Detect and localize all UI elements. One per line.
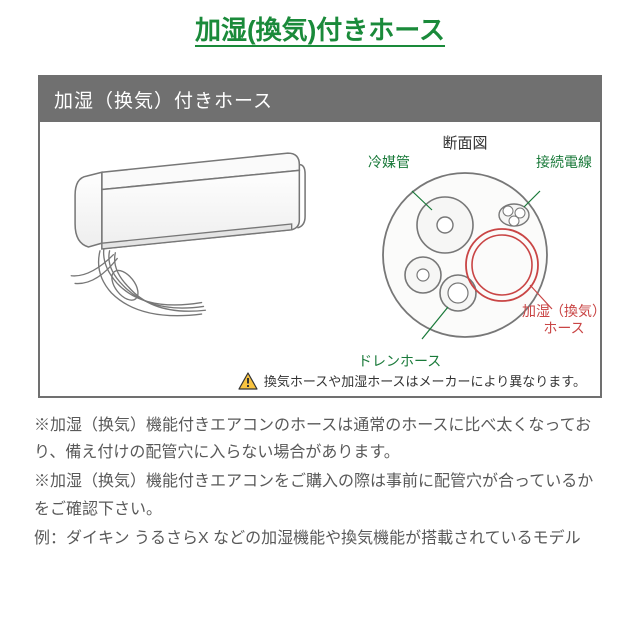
note-paragraph-3: 例：ダイキン うるさらX などの加湿機能や換気機能が搭載されているモデル <box>34 525 606 552</box>
note-paragraph-1: ※加湿（换気）機能付きエアコンのホースは通常のホースに比べ太くなっており、備え付… <box>34 412 606 466</box>
note-paragraph-2: ※加湿（换気）機能付きエアコンをご購入の際は事前に配管穴が合っているかをご確認下… <box>34 468 606 522</box>
label-wire: 接続電線 <box>536 152 592 172</box>
panel-note-text: 換気ホースや加湿ホースはメーカーにより異なります。 <box>264 371 586 390</box>
label-humid-line1: 加湿（換気） <box>522 303 606 319</box>
cross-section-diagram: 断面図 <box>340 132 590 367</box>
panel-body: 断面図 <box>40 122 600 367</box>
cross-section-title: 断面図 <box>340 132 590 153</box>
page-title: 加湿(換気)付きホース <box>0 0 640 53</box>
label-humid-line2: ホース <box>543 320 584 336</box>
warning-icon <box>238 372 258 390</box>
label-drain: ドレンホース <box>358 351 441 371</box>
panel-header: 加湿（换気）付きホース <box>40 77 600 122</box>
ac-unit-illustration <box>52 132 332 367</box>
diagram-panel: 加湿（换気）付きホース <box>38 75 602 398</box>
label-refrigerant: 冷媒管 <box>368 152 410 172</box>
body-notes: ※加湿（换気）機能付きエアコンのホースは通常のホースに比べ太くなっており、備え付… <box>34 412 606 552</box>
panel-note-row: 換気ホースや加湿ホースはメーカーにより異なります。 <box>40 367 600 390</box>
